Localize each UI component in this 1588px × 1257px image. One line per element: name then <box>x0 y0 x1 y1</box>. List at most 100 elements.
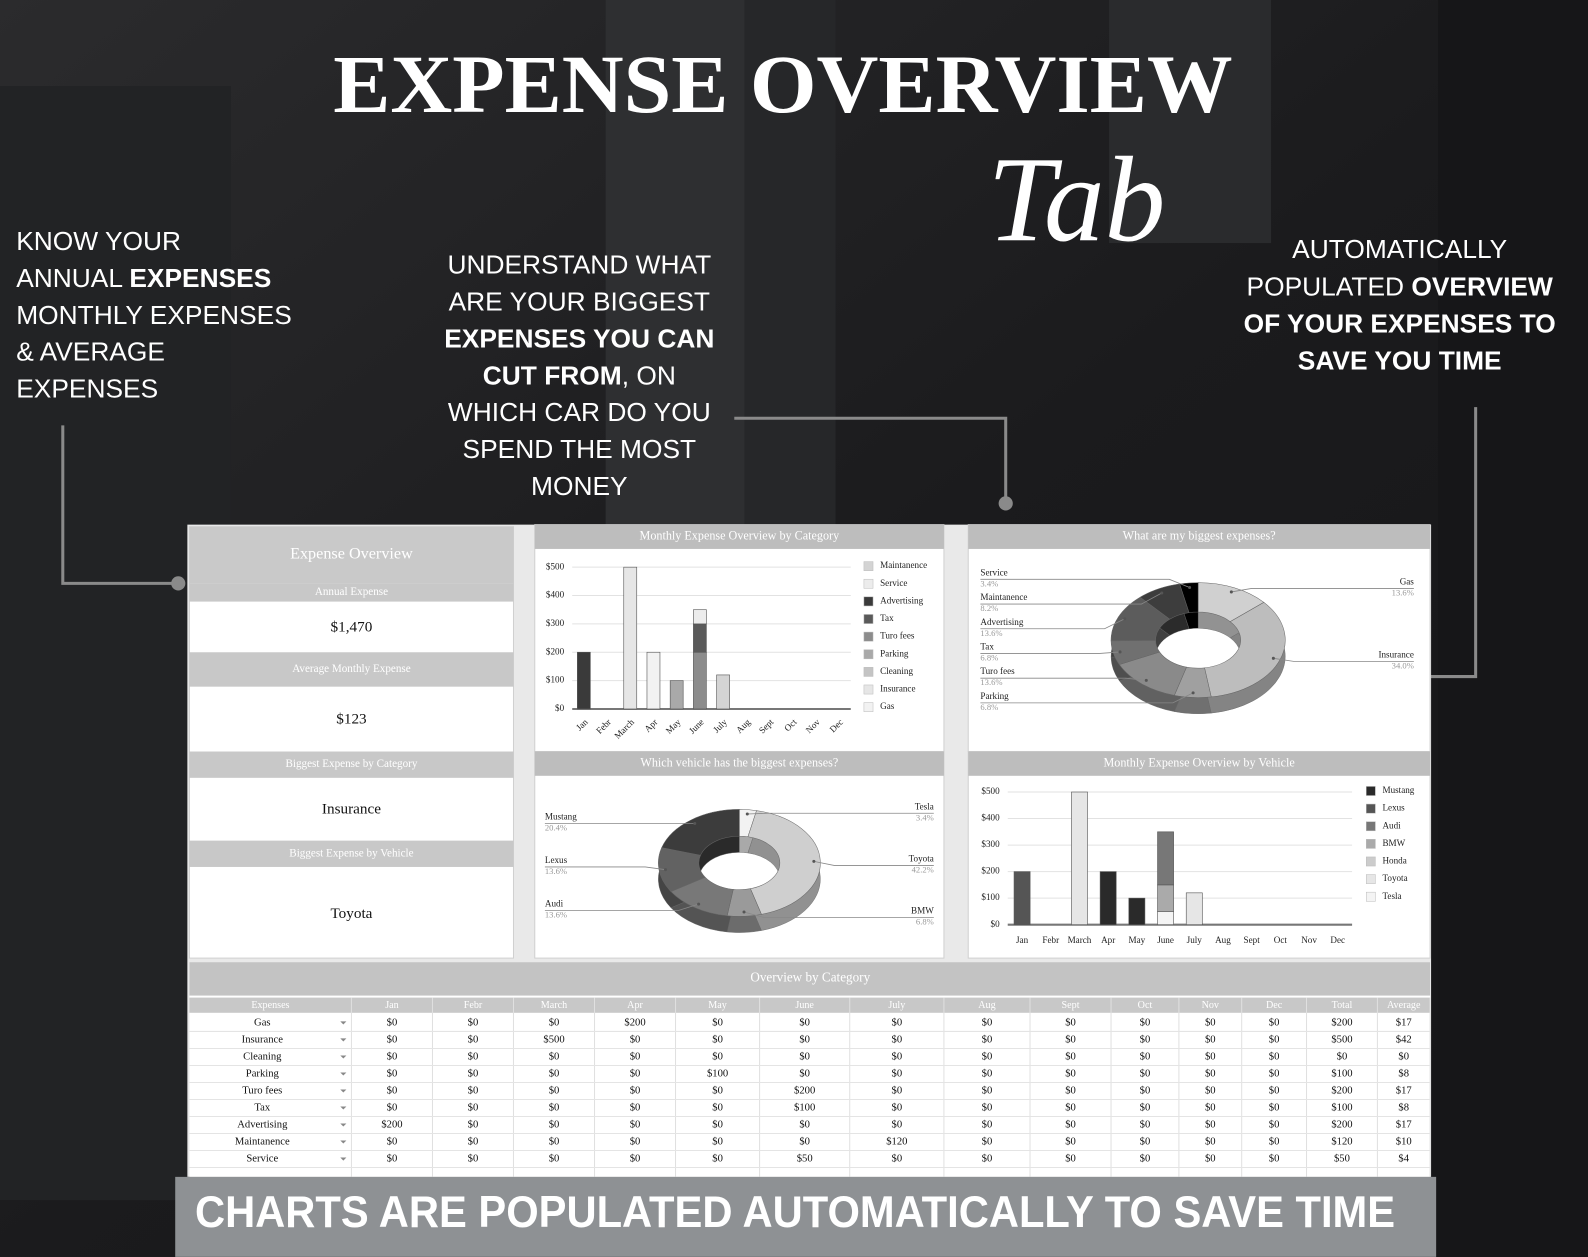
legend-swatch <box>863 614 874 624</box>
table-cell: $0 <box>1140 1034 1151 1045</box>
table-cell: $0 <box>1205 1153 1216 1164</box>
callout-text: POPULATED <box>1247 271 1412 301</box>
table-cell: $0 <box>1140 1102 1151 1113</box>
panel-title-bar <box>534 524 944 549</box>
x-tick-label: Oct <box>1274 935 1288 945</box>
callout-text: ANNUAL <box>16 263 129 293</box>
leader-line <box>544 903 699 911</box>
footer-banner <box>175 1176 1437 1257</box>
x-tick-label: June <box>1157 935 1174 945</box>
table-header-bar <box>189 997 1431 1013</box>
table-cell: $100 <box>794 1102 815 1113</box>
slice-value-label: 13.6% <box>980 628 1002 638</box>
column-header: Expenses <box>251 1000 289 1011</box>
table-cell: $0 <box>549 1017 560 1028</box>
leader-line <box>980 578 1190 588</box>
x-tick-label: Aug <box>1215 935 1231 945</box>
table-cell: $0 <box>468 1051 479 1062</box>
callout-text: EXPENSES <box>129 263 271 293</box>
leader-line <box>743 911 934 919</box>
legend-swatch <box>863 596 874 607</box>
column-header: June <box>795 1000 814 1011</box>
x-tick-label: Sept <box>1244 935 1261 945</box>
slice-label: Insurance <box>1378 649 1413 659</box>
summary-title-bar <box>189 526 514 584</box>
table-cell: $0 <box>1205 1102 1216 1113</box>
table-cell: $200 <box>794 1085 815 1096</box>
callout-text: , ON <box>622 360 676 390</box>
table-cell: $0 <box>1269 1102 1280 1113</box>
building <box>744 0 836 527</box>
legend-label: Honda <box>1382 856 1406 866</box>
table-cell: $0 <box>1065 1034 1076 1045</box>
callout-text: AUTOMATICALLY <box>1292 234 1507 264</box>
script-subtitle: Tab <box>987 134 1165 268</box>
table-cell: $0 <box>1140 1136 1151 1147</box>
y-tick-label: $0 <box>991 919 1001 929</box>
leader-dot <box>812 859 816 863</box>
table-cell: $0 <box>982 1153 993 1164</box>
leader-line <box>980 592 1162 605</box>
table-cell: $0 <box>982 1136 993 1147</box>
table-cell: $0 <box>892 1017 903 1028</box>
table-cell: $0 <box>1205 1085 1216 1096</box>
table-cell: $0 <box>387 1068 398 1079</box>
table-cell: $0 <box>549 1102 560 1113</box>
slice-label: Maintanence <box>980 592 1027 602</box>
table-cell: $0 <box>982 1017 993 1028</box>
callout-line: KNOW YOUR <box>16 226 181 256</box>
table-cell: $0 <box>630 1102 641 1113</box>
table-cell: $8 <box>1398 1068 1409 1079</box>
legend-label: Parking <box>880 648 909 658</box>
legend-swatch <box>863 702 874 712</box>
table-cell: $200 <box>381 1119 402 1130</box>
legend-swatch <box>863 649 874 660</box>
table-cell: $0 <box>387 1034 398 1045</box>
column-header: Aug <box>978 1000 995 1011</box>
bar <box>623 566 638 710</box>
legend-swatch <box>1366 821 1376 832</box>
slice-label: Parking <box>980 691 1009 701</box>
connector-dot <box>171 576 186 591</box>
legend-swatch <box>863 578 874 589</box>
table-cell: $17 <box>1396 1085 1412 1096</box>
slice-value-label: 6.8% <box>916 917 934 927</box>
panel <box>534 524 945 753</box>
table-cell: $0 <box>1205 1119 1216 1130</box>
y-tick-label: $200 <box>546 646 565 656</box>
column-header: Average <box>1387 1000 1421 1011</box>
legend-label: Lexus <box>1382 803 1405 813</box>
summary-label: Biggest Expense by Vehicle <box>289 847 413 859</box>
table-cell: $0 <box>982 1034 993 1045</box>
callout-line: POPULATED OVERVIEW <box>1247 271 1553 301</box>
table-cell: $0 <box>1065 1102 1076 1113</box>
legend-label: Toyota <box>1382 873 1407 883</box>
y-tick-label: $300 <box>981 839 1000 849</box>
callout-line: SAVE YOU TIME <box>1298 346 1502 376</box>
table-cell: $0 <box>630 1085 641 1096</box>
summary-label: Average Monthly Expense <box>292 663 410 675</box>
leader-dot <box>1144 678 1148 682</box>
y-tick-label: $500 <box>546 561 565 571</box>
slice-value-label: 8.2% <box>980 603 998 613</box>
slice-label: Audi <box>545 899 564 909</box>
table-cell: $0 <box>712 1119 723 1130</box>
panel-title: Which vehicle has the biggest expenses? <box>640 755 838 769</box>
table-cell: $0 <box>468 1153 479 1164</box>
leader-line <box>1231 588 1414 593</box>
table-cell: $0 <box>1065 1017 1076 1028</box>
table-cell: $0 <box>1140 1017 1151 1028</box>
bar <box>693 609 707 625</box>
table-cell: $0 <box>712 1051 723 1062</box>
table-cell: $0 <box>630 1136 641 1147</box>
table-cell: $0 <box>712 1153 723 1164</box>
x-tick-label: Nov <box>1301 935 1317 945</box>
table-cell: $0 <box>712 1017 723 1028</box>
summary-label: Biggest Expense by Category <box>285 758 417 770</box>
callout-text: EXPENSES YOU CAN <box>444 323 714 353</box>
dropdown-arrow <box>340 1157 347 1161</box>
table-cell: $0 <box>630 1153 641 1164</box>
legend-swatch <box>1366 891 1376 902</box>
table-cell: $0 <box>630 1034 641 1045</box>
